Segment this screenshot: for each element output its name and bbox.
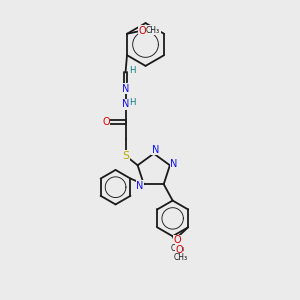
Text: H: H	[129, 98, 135, 107]
Text: N: N	[152, 145, 159, 155]
Text: S: S	[122, 151, 129, 160]
Text: H: H	[129, 66, 135, 75]
Text: N: N	[122, 84, 129, 94]
Text: N: N	[136, 181, 144, 191]
Text: N: N	[122, 99, 129, 109]
Text: CH₃: CH₃	[174, 253, 188, 262]
Text: O: O	[138, 26, 146, 36]
Text: N: N	[170, 159, 177, 169]
Text: O: O	[102, 117, 110, 127]
Text: O: O	[174, 236, 182, 245]
Text: O: O	[176, 245, 183, 255]
Text: CH₃: CH₃	[146, 26, 160, 35]
Text: CH₃: CH₃	[171, 244, 185, 253]
